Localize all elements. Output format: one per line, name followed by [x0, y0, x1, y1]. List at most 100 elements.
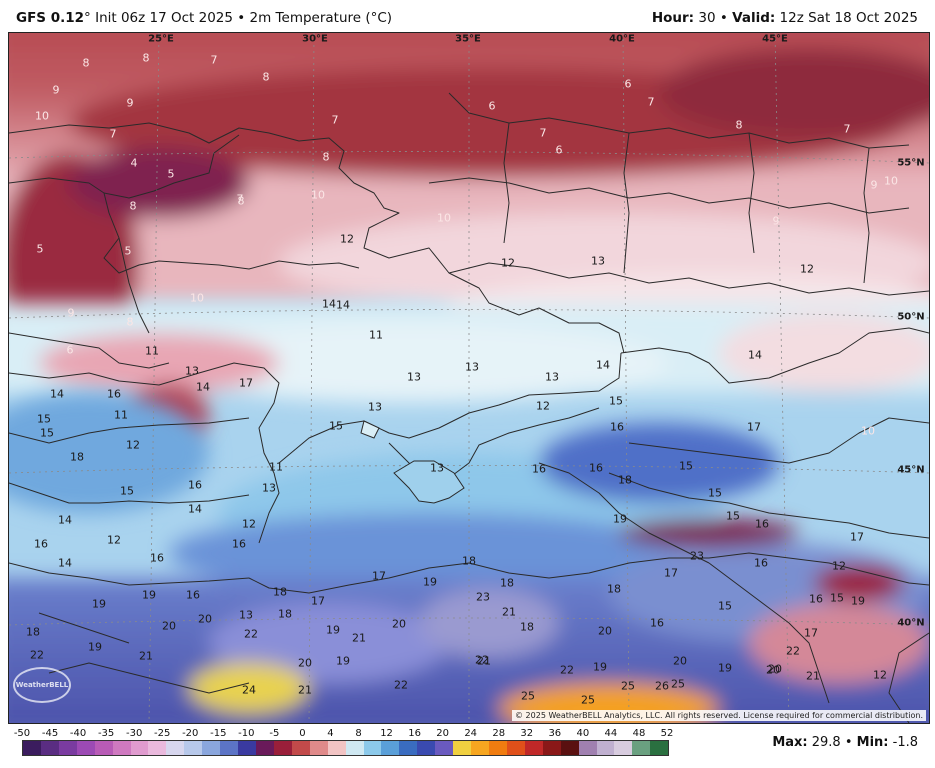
- temperature-label: 18: [500, 576, 514, 590]
- temperature-label: 20: [766, 663, 780, 677]
- temperature-label: 18: [520, 620, 534, 634]
- colorbar-tick: -45: [41, 728, 59, 739]
- temperature-label: 8: [142, 51, 150, 65]
- hour-label: Hour:: [651, 10, 695, 26]
- temperature-label: 19: [326, 623, 340, 637]
- lat-label-45: 45°N: [897, 464, 925, 476]
- maxmin-separator: •: [840, 735, 857, 750]
- temperature-label: 9: [870, 178, 878, 192]
- borders: [9, 92, 929, 723]
- temperature-label: 14: [58, 556, 72, 570]
- temperature-label: 14: [596, 358, 610, 372]
- temperature-label: 7: [843, 122, 851, 136]
- temperature-label: 22: [786, 644, 800, 658]
- southern-temperature-field: [9, 393, 929, 723]
- temperature-label: 17: [311, 594, 325, 608]
- temperature-label: 8: [262, 70, 270, 84]
- temperature-label: 15: [120, 484, 134, 498]
- colorbar-swatch: [632, 741, 651, 755]
- temperature-label: 14: [196, 380, 210, 394]
- temperature-label: 15: [718, 599, 732, 613]
- colorbar-swatch: [560, 741, 579, 755]
- field-name: 2m Temperature (°C): [249, 10, 393, 26]
- temperature-label: 21: [139, 649, 153, 663]
- colorbar-swatch: [273, 741, 292, 755]
- temperature-label: 7: [331, 113, 339, 127]
- colorbar-swatch: [184, 741, 203, 755]
- colorbar-tick: 28: [492, 728, 506, 739]
- temperature-label: 11: [145, 344, 159, 358]
- colorbar-tick: -15: [210, 728, 227, 739]
- temperature-label: 13: [430, 461, 444, 475]
- temperature-label: 19: [593, 660, 607, 674]
- temperature-label: 12: [536, 399, 550, 413]
- temperature-label: 15: [37, 412, 51, 426]
- temperature-label: 9: [52, 83, 60, 97]
- colorbar-swatch: [345, 741, 364, 755]
- colorbar-tick: 4: [327, 728, 334, 739]
- valid-label: Valid:: [732, 10, 776, 26]
- colorbar-swatch: [578, 741, 597, 755]
- lon-label-45: 45°E: [762, 33, 788, 45]
- colorbar-swatch: [614, 741, 633, 755]
- temperature-label: 6: [488, 99, 496, 113]
- temperature-label: 25: [581, 693, 595, 707]
- temperature-label: 12: [873, 668, 887, 682]
- valid-time-header: Hour: 30 • Valid: 12z Sat 18 Oct 2025: [652, 10, 918, 26]
- colorbar-swatch: [488, 741, 507, 755]
- temperature-label: 18: [462, 554, 476, 568]
- temperature-label: 13: [368, 400, 382, 414]
- colorbar-swatch: [506, 741, 525, 755]
- temperature-label: 8: [735, 118, 743, 132]
- weatherbell-logo: WeatherBELL: [13, 667, 71, 703]
- colorbar-tick: -25: [154, 728, 171, 739]
- temperature-label: 8: [82, 56, 90, 70]
- temperature-label: 8: [322, 150, 330, 164]
- temperature-label: 7: [539, 126, 547, 140]
- temperature-label: 8: [126, 315, 134, 329]
- temperature-label: 16: [755, 517, 769, 531]
- min-value: -1.8: [888, 735, 918, 750]
- colorbar-swatch: [596, 741, 615, 755]
- colorbar-tick: -35: [97, 728, 115, 739]
- temperature-label: 16: [186, 588, 200, 602]
- temperature-label: 9: [126, 96, 134, 110]
- map-canvas: [9, 33, 929, 723]
- temperature-label: 16: [34, 537, 48, 551]
- lat-label-50: 50°N: [897, 311, 925, 323]
- temperature-label: 17: [747, 420, 761, 434]
- colorbar-tick-labels: -50 -45 -40 -35 -30 -25 -20 -15 -10 -5 0 4 8 12 16 20 24…: [0, 728, 700, 740]
- colorbar-tick: 0: [299, 728, 306, 739]
- temperature-label: 7: [236, 192, 244, 206]
- temperature-label: 16: [107, 387, 121, 401]
- temperature-label: 16: [532, 462, 546, 476]
- lon-label-25: 25°E: [148, 33, 174, 45]
- temperature-label: 25: [671, 677, 685, 691]
- colorbar-tick: 40: [576, 728, 590, 739]
- colorbar-tick: 8: [355, 728, 362, 739]
- temperature-label: 8: [129, 199, 137, 213]
- temperature-label: 6: [555, 143, 563, 157]
- temperature-label: 22: [30, 648, 44, 662]
- temperature-label: 20: [298, 656, 312, 670]
- temperature-label: 20: [162, 619, 176, 633]
- colorbar-swatch: [363, 741, 382, 755]
- temperature-label: 23: [690, 549, 704, 563]
- temperature-label: 16: [589, 461, 603, 475]
- colorbar-tick: 32: [520, 728, 534, 739]
- temperature-label: 21: [477, 654, 491, 668]
- colorbar-tick: 36: [548, 728, 562, 739]
- temperature-label: 20: [768, 662, 782, 676]
- init-time: Init 06z 17 Oct 2025: [90, 10, 233, 26]
- colorbar-swatch: [435, 741, 454, 755]
- temperature-label: 6: [624, 77, 632, 91]
- temperature-map[interactable]: 25°E 30°E 35°E 40°E 45°E 55°N 50°N 45°N …: [8, 32, 930, 724]
- temperature-label: 15: [329, 419, 343, 433]
- temperature-label: 4: [130, 156, 138, 170]
- temperature-label: 19: [88, 640, 102, 654]
- colorbar-tick: -50: [13, 728, 31, 739]
- kinburn-spit: [360, 420, 380, 439]
- temperature-label: 21: [806, 669, 820, 683]
- temperature-label: 8: [237, 194, 245, 208]
- temperature-label: 13: [545, 370, 559, 384]
